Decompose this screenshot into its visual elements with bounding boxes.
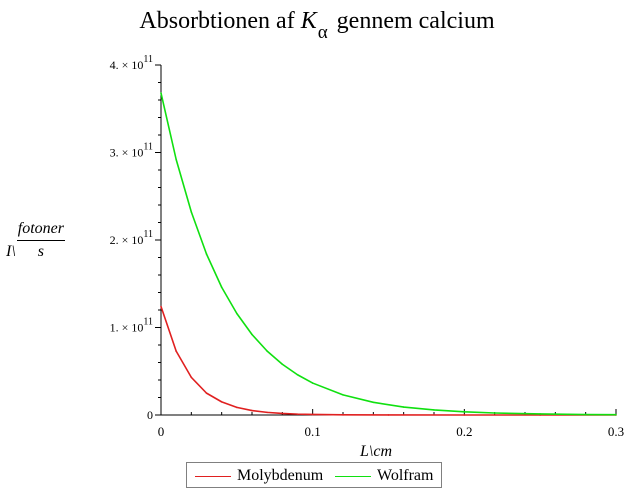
y-tick-label-4: 4. × 1011 (110, 54, 153, 72)
point-molybdenum-10 (311, 413, 314, 416)
point-wolfram-6 (251, 333, 253, 336)
y-tick-label-2: 2. × 1011 (110, 229, 153, 247)
y-axis-label-denominator: s (37, 243, 44, 260)
y-axis-label-fraction: fotoner s (16, 220, 65, 261)
point-wolfram-9 (296, 373, 299, 376)
point-molybdenum-2 (190, 376, 193, 379)
chart-title: Absorbtionen af Kα gennem calcium (0, 8, 634, 43)
legend-label-wolfram: Wolfram (377, 467, 434, 484)
y-axis-label: I\ fotoner s (6, 220, 65, 261)
point-molybdenum-3 (205, 392, 208, 394)
point-molybdenum-9 (296, 413, 299, 415)
x-tick-label-3: 0.3 (608, 424, 624, 439)
legend-swatch-molybdenum (195, 475, 231, 477)
point-wolfram-19 (615, 413, 617, 416)
point-wolfram-5 (236, 312, 238, 315)
chart-title-symbol: K (300, 8, 317, 34)
point-molybdenum-5 (236, 406, 238, 409)
y-tick-label-1: 1. × 1011 (110, 317, 153, 335)
point-wolfram-17 (539, 413, 541, 415)
series-layer (160, 92, 617, 416)
y-tick-label-0: 0 (147, 408, 153, 422)
point-molybdenum-8 (281, 412, 284, 415)
point-wolfram-2 (190, 211, 193, 213)
point-wolfram-8 (281, 363, 284, 366)
point-molybdenum-12 (387, 414, 390, 416)
series-line-molybdenum (160, 306, 616, 416)
legend-item-wolfram: Wolfram (335, 467, 433, 485)
point-molybdenum-1 (175, 350, 177, 352)
point-molybdenum-6 (251, 409, 253, 412)
x-tick-label-1: 0.1 (305, 424, 321, 439)
point-wolfram-4 (220, 286, 223, 289)
chart-title-suffix: gennem calcium (330, 8, 495, 34)
point-molybdenum-0 (160, 305, 162, 308)
point-molybdenum-7 (266, 411, 268, 414)
point-wolfram-0 (160, 92, 162, 94)
x-tick-label-0: 0 (158, 424, 165, 439)
x-ticks: 0 0.1 0.2 0.3 (158, 409, 624, 439)
y-axis-label-numerator: fotoner (16, 220, 65, 241)
legend: Molybdenum Wolfram (186, 462, 442, 488)
legend-swatch-wolfram (335, 475, 371, 477)
legend-item-molybdenum: Molybdenum (195, 467, 323, 485)
x-tick-label-2: 0.2 (456, 424, 472, 439)
point-molybdenum-13 (463, 414, 466, 416)
point-molybdenum-11 (342, 414, 344, 416)
point-wolfram-18 (584, 413, 587, 416)
point-wolfram-10 (311, 382, 314, 384)
point-wolfram-16 (493, 412, 496, 414)
y-ticks: 0 1. × 1011 2. × 1011 3. × 1011 4. × 1011 (110, 54, 161, 422)
point-wolfram-7 (266, 350, 268, 352)
point-wolfram-15 (463, 411, 466, 413)
point-molybdenum-4 (220, 401, 223, 403)
y-tick-label-3: 3. × 1011 (110, 142, 153, 160)
point-wolfram-1 (175, 158, 177, 161)
chart-title-subscript: α (317, 22, 328, 43)
series-line-wolfram (160, 92, 617, 416)
point-wolfram-14 (433, 409, 435, 411)
chart-title-prefix: Absorbtionen af (139, 8, 301, 34)
legend-label-molybdenum: Molybdenum (237, 467, 324, 484)
axes (158, 65, 616, 416)
point-wolfram-11 (342, 394, 344, 396)
x-axis-label: L\cm (360, 443, 392, 460)
point-wolfram-3 (205, 253, 208, 255)
y-axis-label-prefix: I\ (6, 243, 16, 261)
point-wolfram-12 (372, 401, 375, 404)
point-wolfram-13 (402, 406, 405, 408)
